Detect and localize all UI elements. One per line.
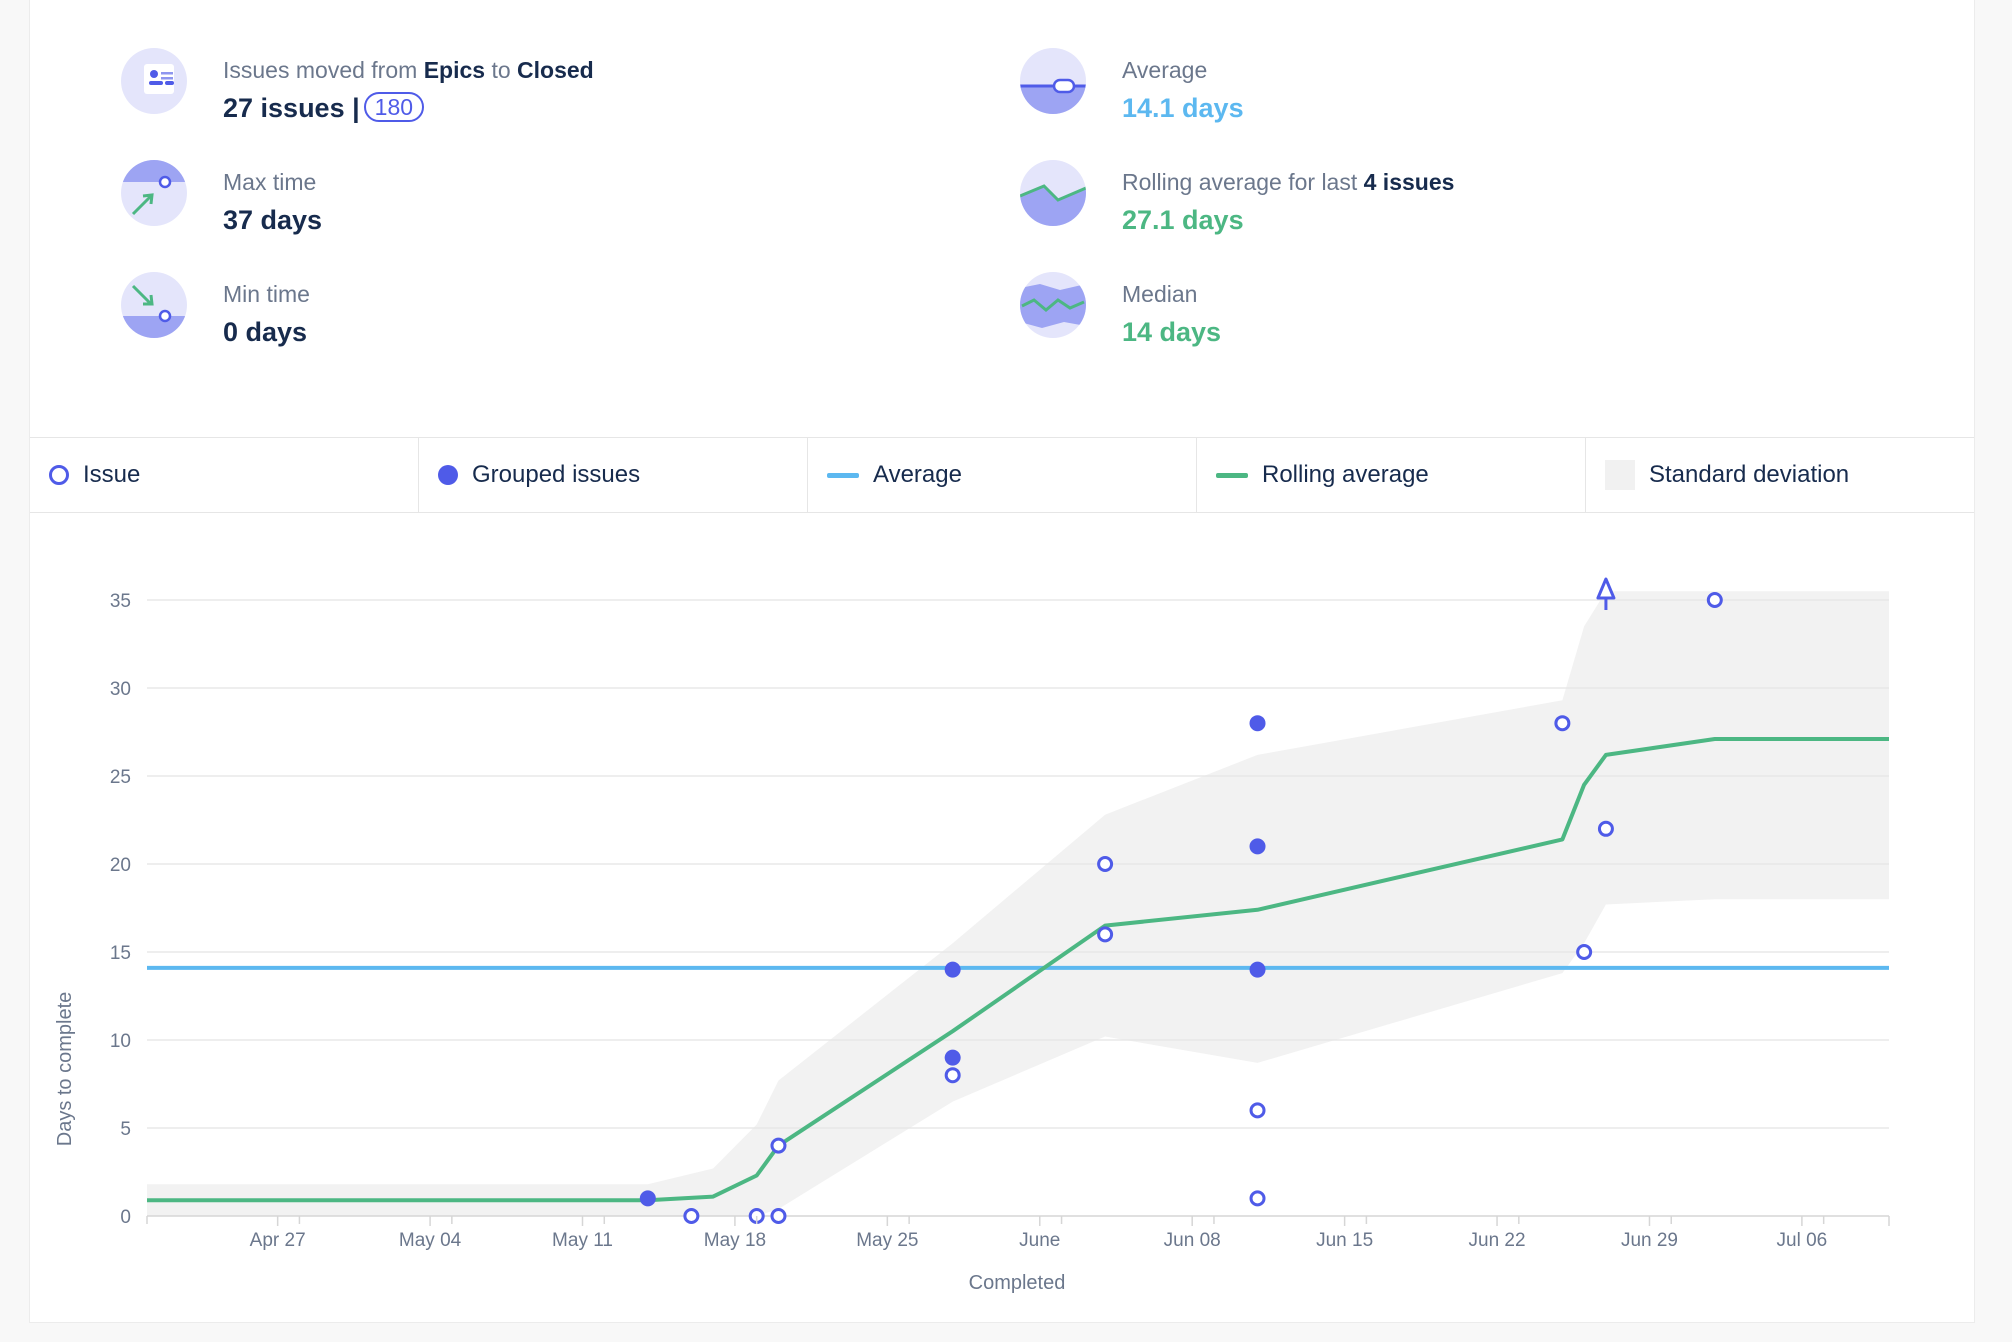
stat-average-value: 14.1 days (1122, 93, 1244, 123)
y-tick-label: 10 (110, 1031, 131, 1052)
y-tick-label: 20 (110, 855, 131, 876)
grouped-issue-point (1249, 961, 1266, 978)
y-axis-title: Days to complete (54, 992, 76, 1147)
y-tick-label: 15 (110, 943, 131, 964)
issue-marker-icon (49, 465, 69, 485)
max-time-icon (121, 160, 187, 226)
issue-point (770, 1137, 787, 1154)
x-tick-label: Jun 08 (1164, 1230, 1221, 1251)
stat-max-time-label: Max time (223, 169, 317, 195)
issue-card-icon (121, 48, 187, 114)
issue-point (1249, 1102, 1266, 1119)
stat-rolling-average-label: Rolling average for last 4 issues (1122, 169, 1455, 195)
std-band-icon (1605, 460, 1635, 490)
stat-median-value: 14 days (1122, 317, 1222, 347)
x-tick-label: May 25 (856, 1230, 918, 1251)
issue-point (1597, 820, 1614, 837)
stat-average: Average 14.1 days (1020, 48, 1244, 124)
legend-issue-label: Issue (83, 461, 141, 488)
x-tick-label: May 11 (552, 1230, 613, 1251)
legend-rolling-label: Rolling average (1262, 461, 1429, 488)
issue-point (1576, 944, 1593, 960)
rolling-average-icon (1020, 160, 1086, 226)
issue-count-badge[interactable]: 180 (363, 92, 425, 122)
stat-median-label: Median (1122, 281, 1198, 307)
issue-point (1097, 856, 1114, 872)
chart-legend: Issue Grouped issues Average Rolling ave… (30, 437, 1974, 513)
stat-issues-moved: Issues moved from Epics to Closed 27 iss… (121, 48, 594, 124)
grouped-issue-point (639, 1190, 656, 1207)
grouped-issue-point (944, 961, 961, 978)
std-deviation-band (147, 591, 1889, 1216)
control-chart: 0 5 10 15 20 25 30 35 Apr 27 May 04 May 11 May 18 Ma… (54, 577, 1890, 1294)
grouped-marker-icon (438, 465, 458, 485)
stat-issues-moved-value: 27 issues | (223, 93, 360, 123)
x-tick-label: Apr 27 (250, 1230, 306, 1251)
grouped-issue-point (1249, 838, 1266, 855)
x-tick-label: Jun 22 (1469, 1230, 1526, 1251)
stat-rolling-average-value: 27.1 days (1122, 205, 1244, 235)
legend-average-label: Average (873, 461, 962, 488)
y-tick-label: 35 (110, 591, 131, 612)
average-icon (1020, 48, 1086, 114)
legend-item-rolling[interactable]: Rolling average (1197, 438, 1586, 512)
stat-min-time: Min time 0 days (121, 272, 310, 348)
median-icon (1020, 272, 1086, 338)
legend-item-average[interactable]: Average (808, 438, 1197, 512)
x-axis-title: Completed (969, 1272, 1066, 1294)
issue-point (1097, 926, 1114, 943)
grouped-issue-point (944, 1049, 961, 1066)
stat-min-time-value: 0 days (223, 317, 308, 347)
issue-point (944, 1067, 961, 1084)
legend-item-std[interactable]: Standard deviation (1586, 438, 1974, 512)
rolling-average-line (147, 737, 1889, 1203)
legend-std-label: Standard deviation (1649, 461, 1850, 488)
issue-point (1249, 1190, 1266, 1207)
stat-rolling-average: Rolling average for last 4 issues 27.1 d… (1020, 160, 1454, 236)
x-tick-label: Jul 06 (1777, 1230, 1828, 1251)
stat-min-time-label: Min time (223, 281, 310, 307)
legend-grouped-label: Grouped issues (472, 461, 641, 488)
stat-max-time-value: 37 days (223, 205, 323, 235)
x-tick-label: May 18 (704, 1230, 766, 1251)
stat-issues-moved-label: Issues moved from Epics to Closed (223, 57, 594, 83)
rolling-line-icon (1216, 472, 1248, 478)
x-tick-label: May 04 (399, 1230, 462, 1251)
stat-median: Median 14 days (1020, 272, 1221, 348)
x-tick-label: Jun 15 (1316, 1230, 1373, 1251)
y-tick-label: 0 (120, 1207, 131, 1228)
stat-max-time: Max time 37 days (121, 160, 322, 236)
issue-point (770, 1208, 787, 1224)
grouped-issue-point (1249, 715, 1266, 732)
average-line-icon (827, 472, 859, 478)
stat-average-label: Average (1122, 57, 1208, 83)
x-tick-label: Jun 29 (1621, 1230, 1678, 1251)
min-time-icon (121, 272, 187, 338)
issue-point (1706, 592, 1723, 608)
outlier-arrow (1596, 577, 1616, 600)
issue-point (683, 1208, 700, 1224)
issue-point (1554, 715, 1571, 732)
y-tick-label: 5 (120, 1119, 131, 1140)
y-tick-label: 30 (110, 679, 131, 700)
legend-item-issue[interactable]: Issue (30, 438, 419, 512)
control-chart-card: Issues moved from Epics to Closed 27 iss… (29, 0, 1975, 1323)
y-tick-label: 25 (110, 767, 131, 788)
legend-item-grouped[interactable]: Grouped issues (419, 438, 808, 512)
x-tick-label: June (1019, 1230, 1060, 1251)
